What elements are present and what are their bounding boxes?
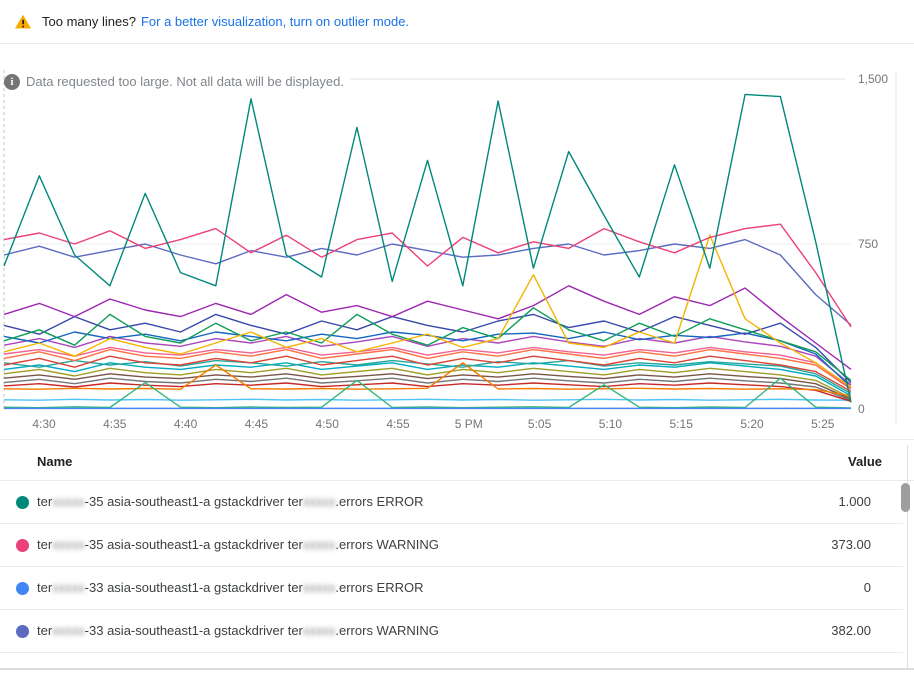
x-axis-tick-label: 4:30 bbox=[32, 417, 56, 431]
legend-header-value[interactable]: Value bbox=[848, 454, 882, 469]
name-text: ter bbox=[37, 623, 53, 638]
name-text: -33 asia-southeast1-a gstackdriver ter bbox=[84, 623, 303, 638]
series-name: terxxxxx-35 asia-southeast1-a gstackdriv… bbox=[37, 537, 439, 552]
chart-line bbox=[3, 238, 852, 326]
chart-line bbox=[3, 313, 852, 384]
legend-row[interactable]: terxxxxx-33 asia-southeast1-a gstackdriv… bbox=[0, 610, 903, 653]
series-value: 373.00 bbox=[831, 537, 871, 552]
outlier-mode-link[interactable]: For a better visualization, turn on outl… bbox=[140, 14, 410, 29]
x-axis-tick-label: 4:45 bbox=[244, 417, 269, 431]
redacted-text: xxxxx bbox=[52, 537, 85, 552]
chart-series-group bbox=[3, 93, 852, 409]
redacted-text: xxxxx bbox=[302, 580, 336, 595]
name-text: .errors ERROR bbox=[335, 494, 424, 509]
x-axis-tick-label: 4:55 bbox=[386, 417, 410, 431]
redacted-text: xxxxx bbox=[302, 623, 336, 638]
series-color-dot bbox=[16, 625, 29, 638]
name-text: ter bbox=[37, 580, 53, 595]
chart-line bbox=[3, 398, 852, 401]
legend-bottom-border bbox=[0, 668, 914, 670]
redacted-text: xxxxx bbox=[302, 537, 336, 552]
legend-row[interactable]: terxxxxx-35 asia-southeast1-a gstackdriv… bbox=[0, 524, 903, 567]
series-value: 1.000 bbox=[838, 494, 871, 509]
series-color-dot bbox=[16, 539, 29, 552]
series-color-dot bbox=[16, 582, 29, 595]
x-axis-tick-label: 5:20 bbox=[740, 417, 764, 431]
timeseries-chart[interactable] bbox=[0, 0, 914, 440]
legend-row[interactable]: terxxxxx-35 asia-southeast1-a gstackdriv… bbox=[0, 481, 903, 524]
legend-header-name[interactable]: Name bbox=[37, 454, 73, 469]
legend-row[interactable]: terxxxxx-33 asia-southeast1-a gstackdriv… bbox=[0, 567, 903, 610]
series-name: terxxxxx-33 asia-southeast1-a gstackdriv… bbox=[37, 623, 439, 638]
chart-line bbox=[3, 348, 852, 390]
series-color-dot bbox=[16, 496, 29, 509]
name-text: .errors WARNING bbox=[335, 623, 439, 638]
name-text: .errors WARNING bbox=[335, 537, 439, 552]
legend-right-border bbox=[907, 445, 908, 669]
redacted-text: xxxxx bbox=[52, 580, 85, 595]
name-text: -35 asia-southeast1-a gstackdriver ter bbox=[84, 537, 303, 552]
chart-line bbox=[3, 223, 852, 328]
warning-triangle-icon bbox=[15, 14, 31, 29]
legend-header: Name Value bbox=[0, 445, 914, 481]
name-text: -35 asia-southeast1-a gstackdriver ter bbox=[84, 494, 303, 509]
legend-scrollbar-thumb[interactable] bbox=[901, 483, 910, 512]
name-text: ter bbox=[37, 537, 53, 552]
chart-line bbox=[3, 234, 852, 388]
name-text: -33 asia-southeast1-a gstackdriver ter bbox=[84, 580, 303, 595]
chart-line bbox=[3, 377, 852, 409]
name-text: .errors ERROR bbox=[335, 580, 424, 595]
chart-line bbox=[3, 331, 852, 388]
chart-line bbox=[3, 285, 852, 370]
y-axis-tick-label: 1,500 bbox=[858, 72, 889, 86]
chart-line bbox=[3, 367, 852, 399]
x-axis-tick-label: 4:35 bbox=[103, 417, 127, 431]
x-axis-tick-label: 4:40 bbox=[173, 417, 198, 431]
chart-line bbox=[3, 362, 852, 397]
redacted-text: xxxxx bbox=[52, 494, 85, 509]
chart-line bbox=[3, 93, 852, 403]
y-axis-tick-label: 0 bbox=[858, 402, 865, 416]
chart-line bbox=[3, 346, 852, 389]
x-axis-tick-label: 4:50 bbox=[315, 417, 339, 431]
chart-line bbox=[3, 373, 852, 400]
legend-header-divider bbox=[0, 480, 914, 481]
series-name: terxxxxx-33 asia-southeast1-a gstackdriv… bbox=[37, 580, 424, 595]
chart-line bbox=[3, 335, 852, 386]
series-value: 382.00 bbox=[831, 623, 871, 638]
banner-text: Too many lines? bbox=[42, 14, 136, 29]
chart-line bbox=[3, 377, 852, 401]
x-axis-tick-label: 5:25 bbox=[811, 417, 835, 431]
chart-table-divider bbox=[0, 439, 914, 440]
chart-line bbox=[3, 355, 852, 393]
chart-line bbox=[3, 382, 852, 402]
x-axis-tick-label: 5:10 bbox=[598, 417, 623, 431]
series-name: terxxxxx-35 asia-southeast1-a gstackdriv… bbox=[37, 494, 424, 509]
chart-line bbox=[3, 362, 852, 397]
chart-line bbox=[3, 359, 852, 395]
x-axis-tick-label: 5 PM bbox=[454, 417, 483, 431]
x-axis-tick-label: 5:05 bbox=[527, 417, 552, 431]
y-axis-tick-label: 750 bbox=[858, 237, 879, 251]
redacted-text: xxxxx bbox=[302, 494, 336, 509]
redacted-text: xxxxx bbox=[52, 623, 85, 638]
info-icon: i bbox=[4, 74, 20, 90]
too-many-lines-banner: Too many lines? For a better visualizati… bbox=[0, 0, 914, 44]
legend-table: terxxxxx-35 asia-southeast1-a gstackdriv… bbox=[0, 481, 903, 653]
data-too-large-notice: Data requested too large. Not all data w… bbox=[26, 74, 350, 89]
chart-line bbox=[3, 307, 852, 381]
series-value: 0 bbox=[863, 580, 871, 595]
x-axis-tick-label: 5:15 bbox=[669, 417, 693, 431]
name-text: ter bbox=[37, 494, 53, 509]
